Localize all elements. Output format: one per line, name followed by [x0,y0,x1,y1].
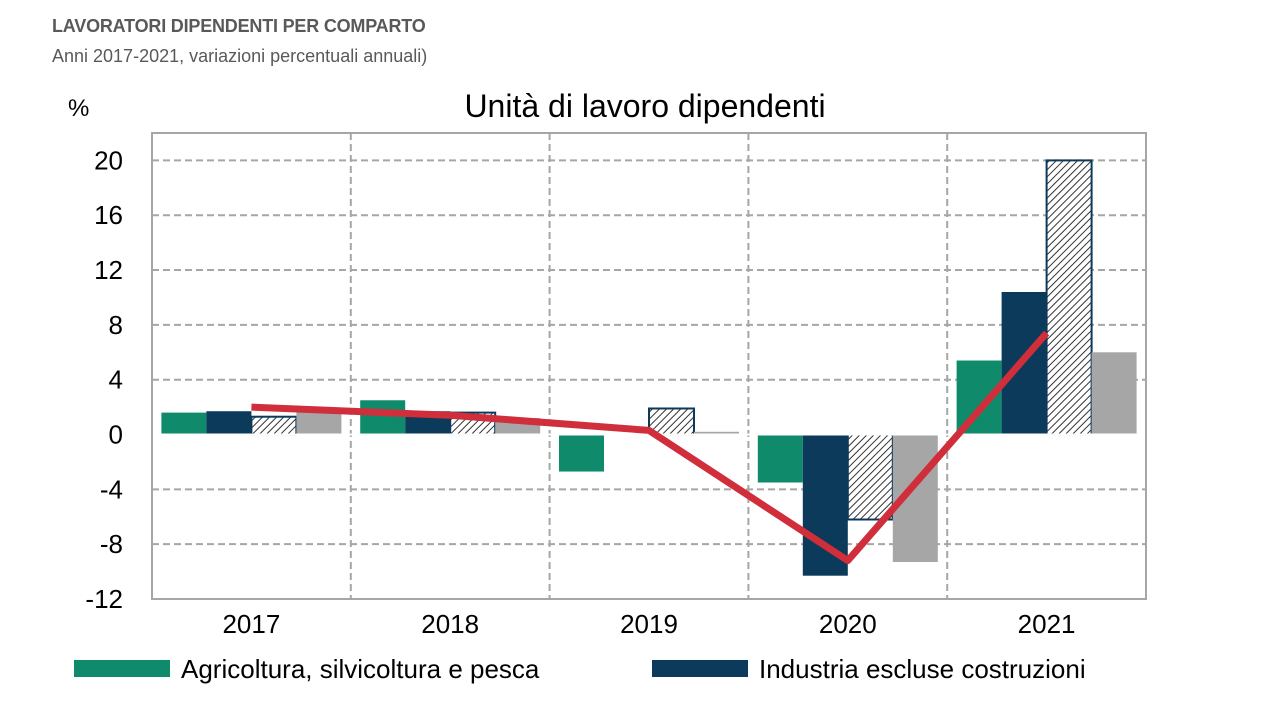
bar-2021-series-3 [1045,159,1093,436]
chart-title: Unità di lavoro dipendenti [464,88,825,124]
bar-2019-series-3 [648,407,695,436]
page-subtitle: Anni 2017-2021, variazioni percentuali a… [52,46,428,66]
y-tick-label: -8 [100,529,123,559]
y-tick-label: 20 [94,145,123,175]
bar-2018-series-1 [360,400,406,435]
bar-2021-series-4 [1091,352,1137,435]
bar-2020-series-1 [757,434,803,483]
legend-swatch [74,660,170,677]
legend-label: Agricoltura, silvicoltura e pesca [181,654,540,684]
y-tick-label: 4 [109,365,123,395]
bar-2017-series-3 [250,415,298,436]
x-tick-label: 2019 [620,609,678,639]
plot-frame [151,132,1147,600]
bar-2019-series-4 [694,431,739,435]
page-title: LAVORATORI DIPENDENTI PER COMPARTO [52,16,426,36]
legend-swatch [652,660,748,677]
legend-label: Industria escluse costruzioni [759,654,1086,684]
line-series-1 [251,330,1050,565]
bar-2017-series-1 [161,412,207,435]
bar-2019-series-1 [559,434,604,472]
x-tick-label: 2017 [222,609,280,639]
x-tick-label: 2018 [421,609,479,639]
y-tick-label: 16 [94,200,123,230]
y-tick-label: -12 [85,584,123,614]
bar-2017-series-2 [206,411,252,435]
x-tick-label: 2021 [1018,609,1076,639]
y-axis-label: % [68,95,89,122]
y-tick-label: -4 [100,474,123,504]
y-tick-label: 8 [109,310,123,340]
y-tick-label: 0 [109,420,123,450]
bar-2020-series-3 [846,433,894,521]
y-tick-label: 12 [94,255,123,285]
x-tick-label: 2020 [819,609,877,639]
